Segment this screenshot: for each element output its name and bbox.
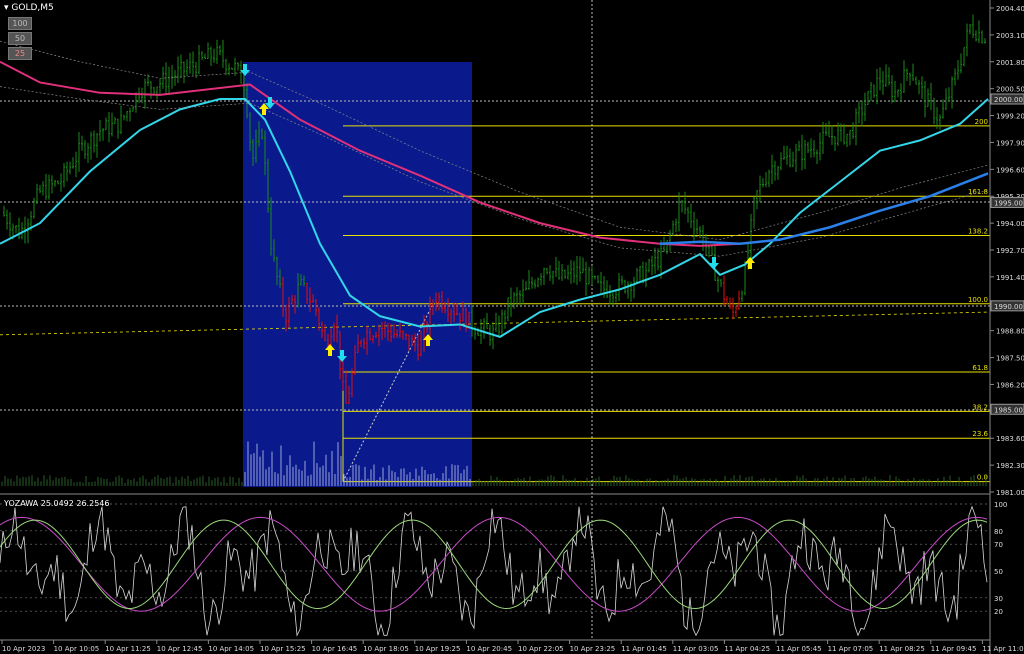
price-mark-label: 2000.00	[994, 96, 1023, 104]
fib-label: 61.8	[972, 364, 988, 372]
price-tick-label: 1983.60	[996, 435, 1024, 443]
osc-main-line	[0, 519, 988, 610]
time-tick-label: 10 Apr 14:05	[208, 645, 254, 653]
sell-arrow-icon	[709, 257, 719, 269]
zoom-50-button[interactable]: 50	[8, 32, 32, 45]
highlight-zone	[243, 62, 472, 487]
time-axis[interactable]: 10 Apr 2023 10 Apr 10:05 10 Apr 11:25 10 Ap…	[0, 639, 1024, 653]
envelope-lower	[0, 86, 989, 257]
price-tick-label: 2001.80	[996, 59, 1024, 67]
time-tick-label: 11 Apr 07:05	[828, 645, 874, 653]
osc-level-label: 70	[994, 541, 1003, 549]
main-chart-panel[interactable]: 200 161.8 138.2 100.0 61.8 38.2 23.6 0.0	[0, 0, 991, 640]
time-tick-label: 11 Apr 05:45	[776, 645, 822, 653]
main-chart-area	[0, 0, 990, 490]
price-tick-label: 2000.50	[996, 86, 1024, 94]
osc-signal-line	[0, 516, 988, 612]
price-tick-label: 1994.00	[996, 220, 1024, 228]
osc-level-label: 50	[994, 568, 1003, 576]
ma-fast-line	[0, 98, 989, 338]
zoom-100-button[interactable]: 100	[8, 17, 32, 30]
time-tick-label: 11 Apr 11:05	[982, 645, 1024, 653]
crosshair	[0, 0, 990, 640]
time-tick-label: 11 Apr 09:45	[931, 645, 977, 653]
osc-level-label: 20	[994, 608, 1003, 616]
time-tick-label: 10 Apr 18:05	[363, 645, 409, 653]
price-axis[interactable]: 2004.40 2003.10 2001.80 2000.50 1999.20 1997.…	[989, 0, 1024, 654]
fib-label: 100.0	[968, 296, 988, 304]
time-tick-label: 11 Apr 03:05	[673, 645, 719, 653]
candlesticks	[3, 14, 986, 404]
price-mark-label: 1985.00	[994, 406, 1023, 414]
time-tick-label: 10 Apr 2023	[2, 645, 45, 653]
price-tick-label: 1999.20	[996, 113, 1024, 121]
osc-fast-line	[0, 505, 988, 637]
price-tick-label: 1991.40	[996, 274, 1024, 282]
price-tick-label: 1997.90	[996, 139, 1024, 147]
time-tick-label: 11 Apr 04:25	[724, 645, 770, 653]
fib-label: 0.0	[977, 474, 988, 482]
osc-level-label: 80	[994, 528, 1003, 536]
ma-blue-line	[659, 172, 989, 246]
buy-arrow-icon	[259, 103, 269, 115]
fib-trend-line	[342, 305, 433, 482]
buy-arrow-icon	[423, 334, 433, 346]
price-axis-ticks: 2004.40 2003.10 2001.80 2000.50 1999.20 1997.…	[990, 5, 1024, 497]
fibonacci-levels: 200 161.8 138.2 100.0 61.8 38.2 23.6 0.0	[0, 118, 991, 483]
zoom-25-button[interactable]: 25	[8, 47, 32, 60]
oscillator-title: YOZAWA 25.0492 26.2546	[4, 499, 110, 508]
price-tick-label: 2003.10	[996, 32, 1024, 40]
price-mark-label: 1995.00	[994, 199, 1023, 207]
time-axis-labels: 10 Apr 2023 10 Apr 10:05 10 Apr 11:25 10 Ap…	[1, 640, 1024, 653]
price-mark-label: 1990.00	[994, 303, 1023, 311]
price-mark-box	[990, 93, 1024, 105]
symbol-title: ▾ GOLD,M5	[4, 3, 54, 13]
time-tick-label: 10 Apr 12:45	[157, 645, 203, 653]
moving-averages	[0, 40, 989, 338]
price-mark-box	[990, 403, 1024, 415]
time-tick-label: 10 Apr 10:05	[54, 645, 100, 653]
price-tick-label: 1986.20	[996, 381, 1024, 389]
sell-arrow-icon	[265, 97, 275, 109]
price-tick-label: 1987.50	[996, 355, 1024, 363]
fib-label: 23.6	[972, 430, 988, 438]
fib-label: 138.2	[968, 228, 988, 236]
time-tick-label: 11 Apr 08:25	[879, 645, 925, 653]
symbol-title-text: GOLD,M5	[11, 3, 54, 13]
time-tick-label: 10 Apr 20:45	[466, 645, 512, 653]
signal-arrows	[240, 64, 755, 362]
oscillator-levels: 100 80 70 50 30 20	[0, 501, 1007, 616]
time-tick-label: 11 Apr 01:45	[621, 645, 667, 653]
time-tick-label: 10 Apr 19:25	[415, 645, 461, 653]
sell-arrow-icon	[337, 350, 347, 362]
oscillator-lines	[0, 505, 988, 637]
time-tick-label: 10 Apr 15:25	[260, 645, 306, 653]
fib-label: 161.8	[968, 188, 988, 196]
osc-level-label: 100	[994, 501, 1007, 509]
price-tick-label: 2004.40	[996, 5, 1024, 13]
price-mark-box	[990, 300, 1024, 312]
price-tick-label: 1981.00	[996, 489, 1024, 497]
price-tick-label: 1988.80	[996, 328, 1024, 336]
buy-arrow-icon	[325, 344, 335, 356]
time-tick-label: 10 Apr 23:25	[570, 645, 616, 653]
oscillator-panel[interactable]: 100 80 70 50 30 20	[0, 493, 1007, 637]
time-tick-label: 10 Apr 16:45	[312, 645, 358, 653]
fib-label: 38.2	[972, 403, 988, 411]
osc-level-label: 30	[994, 595, 1003, 603]
price-tick-label: 1982.30	[996, 462, 1024, 470]
time-tick-label: 10 Apr 22:05	[518, 645, 564, 653]
price-tick-label: 1996.60	[996, 166, 1024, 174]
price-mark-box	[990, 196, 1024, 208]
buy-arrow-icon	[745, 257, 755, 269]
volume-bars	[1, 441, 987, 486]
price-tick-label: 1992.70	[996, 247, 1024, 255]
time-tick-label: 10 Apr 11:25	[105, 645, 151, 653]
sell-arrow-icon	[240, 64, 250, 76]
fib-label: 200	[975, 118, 988, 126]
ma-slow-line	[0, 60, 741, 247]
